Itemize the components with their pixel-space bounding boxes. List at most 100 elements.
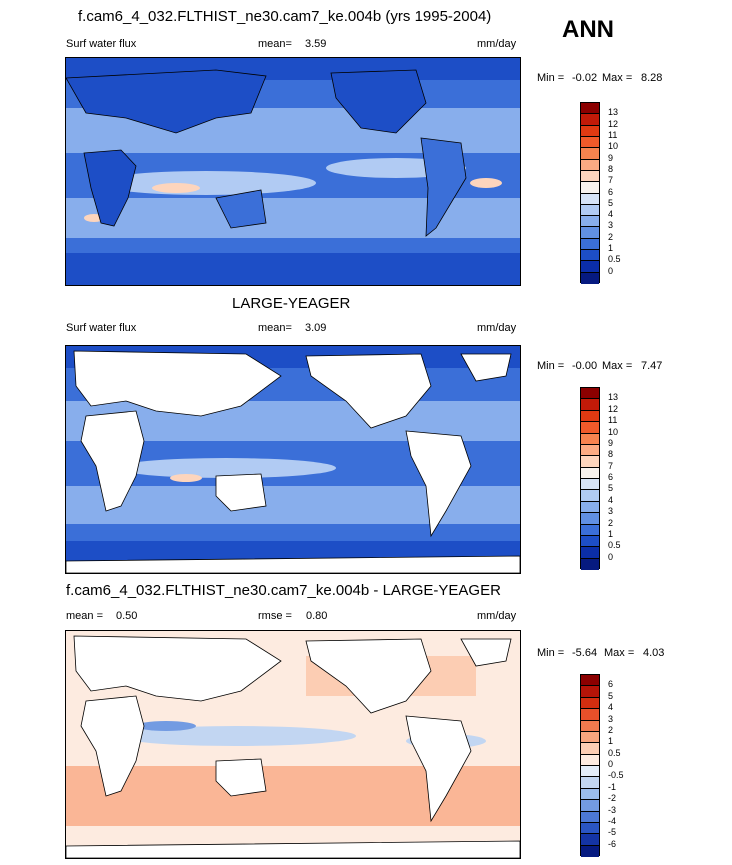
colorbar-swatch <box>581 743 599 755</box>
colorbar-swatch <box>581 193 599 205</box>
colorbar-swatch <box>581 272 599 284</box>
colorbar-tick-label: 9 <box>608 152 614 163</box>
colorbar-swatch <box>581 479 599 491</box>
colorbar-tick-label: 11 <box>608 129 618 140</box>
colorbar-swatch <box>581 834 599 846</box>
panel3-min-value: -5.64 <box>572 647 598 659</box>
colorbar-tick-label: 13 <box>608 392 619 403</box>
colorbar-tick-label: 9 <box>608 437 614 448</box>
colorbar-tick-label: -6 <box>608 838 617 849</box>
colorbar-tick-label: 10 <box>608 426 619 437</box>
panel2-max-label: Max = <box>602 360 633 372</box>
colorbar-tick-label: -5 <box>608 827 617 838</box>
colorbar-swatch <box>581 159 599 171</box>
panel3-greenland-land <box>460 638 512 667</box>
colorbar-swatch <box>581 216 599 228</box>
panel1-australia-land <box>215 189 267 229</box>
panel2-africa-land <box>80 410 145 512</box>
panel1-map <box>65 57 521 286</box>
colorbar-tick-label: 5 <box>608 690 614 701</box>
panel1-max-value: 8.28 <box>641 72 663 84</box>
colorbar-swatch <box>581 261 599 273</box>
colorbar-tick-label: 4 <box>608 494 614 505</box>
panel3-indian-dry-bias <box>136 721 196 731</box>
panel2-north-america-land <box>305 353 432 429</box>
panel1-mean-label: mean= <box>258 38 292 50</box>
colorbar-swatch <box>581 766 599 778</box>
panel3-colorbar <box>580 674 600 857</box>
colorbar-tick-label: 12 <box>608 118 619 129</box>
panel3-itcz-dry-bias <box>116 726 356 746</box>
colorbar-tick-label: 5 <box>608 483 614 494</box>
colorbar-swatch <box>581 697 599 710</box>
colorbar-swatch <box>581 103 599 115</box>
panel3-max-label: Max = <box>604 647 635 659</box>
colorbar-swatch <box>581 547 599 559</box>
panel2-land-mask <box>66 350 520 573</box>
colorbar-tick-label: 2 <box>608 517 614 528</box>
colorbar-tick-label: 0 <box>608 265 614 276</box>
panel1-variable: Surf water flux <box>66 38 137 50</box>
panel1-eurasia-land <box>66 69 267 134</box>
colorbar-swatch <box>581 845 599 857</box>
colorbar-swatch <box>581 811 599 823</box>
panel3-australia-land <box>215 758 267 797</box>
panel3-mean-label: mean = <box>66 610 103 622</box>
colorbar-swatch <box>581 788 599 801</box>
colorbar-swatch <box>581 148 599 160</box>
panel1-min-value: -0.02 <box>572 72 598 84</box>
colorbar-tick-label: -1 <box>608 781 617 792</box>
panel3-land-mask <box>66 635 520 858</box>
panel3-rmse-value: 0.80 <box>306 610 328 622</box>
panel1-itcz-west <box>96 171 316 195</box>
panel2-min-label: Min = <box>537 360 565 372</box>
panel2-mean-label: mean= <box>258 322 292 334</box>
colorbar-swatch <box>581 535 599 548</box>
colorbar-swatch <box>581 501 599 514</box>
panel1-hotspot-atlantic <box>470 178 502 188</box>
colorbar-swatch <box>581 114 599 126</box>
panel2-title: LARGE-YEAGER <box>232 295 351 312</box>
colorbar-tick-label: 0 <box>608 759 614 769</box>
colorbar-tick-label: 0 <box>608 551 614 562</box>
panel3-map-svg <box>66 631 520 858</box>
colorbar-swatch <box>581 182 599 194</box>
colorbar-tick-label: 11 <box>608 415 618 426</box>
panel2-map-svg <box>66 346 520 573</box>
colorbar-swatch <box>581 731 599 744</box>
colorbar-swatch <box>581 490 599 502</box>
panel1-mean-value: 3.59 <box>305 38 327 50</box>
panel2-antarctica-land <box>66 555 520 573</box>
colorbar-swatch <box>581 444 599 457</box>
colorbar-swatch <box>581 720 599 732</box>
colorbar-swatch <box>581 170 599 183</box>
panel3-antarctica-land <box>66 840 520 858</box>
colorbar-tick-label: 13 <box>608 107 619 118</box>
panel1-units: mm/day <box>477 38 517 50</box>
panel1-hotspot-indian <box>152 183 200 193</box>
panel3-eurasia-land <box>73 635 282 702</box>
panel2-map <box>65 345 521 574</box>
panel1-north-america-land <box>330 69 427 134</box>
colorbar-tick-label: 10 <box>608 141 619 152</box>
panel1-africa-land <box>83 149 137 227</box>
panel2-colorbar <box>580 387 600 570</box>
panel1-south-america-land <box>420 137 467 237</box>
panel3-rmse-label: rmse = <box>258 610 292 622</box>
colorbar-tick-label: 0.5 <box>608 540 621 551</box>
colorbar-tick-label: -0.5 <box>608 770 624 781</box>
main-title: f.cam6_4_032.FLTHIST_ne30.cam7_ke.004b (… <box>78 8 492 25</box>
panel1-min-label: Min = <box>537 72 565 84</box>
colorbar-swatch <box>581 467 599 479</box>
panel3-south-america-land <box>405 715 472 823</box>
season-label: ANN <box>562 16 614 43</box>
colorbar-swatch <box>581 777 599 789</box>
colorbar-swatch <box>581 709 599 721</box>
colorbar-tick-label: -2 <box>608 793 617 804</box>
colorbar-tick-label: 5 <box>608 197 614 208</box>
panel3-units: mm/day <box>477 610 517 622</box>
panel3-title: f.cam6_4_032.FLTHIST_ne30.cam7_ke.004b -… <box>66 582 501 599</box>
colorbar-swatch <box>581 204 599 217</box>
colorbar-swatch <box>581 136 599 149</box>
colorbar-tick-label: 0.5 <box>608 747 621 758</box>
